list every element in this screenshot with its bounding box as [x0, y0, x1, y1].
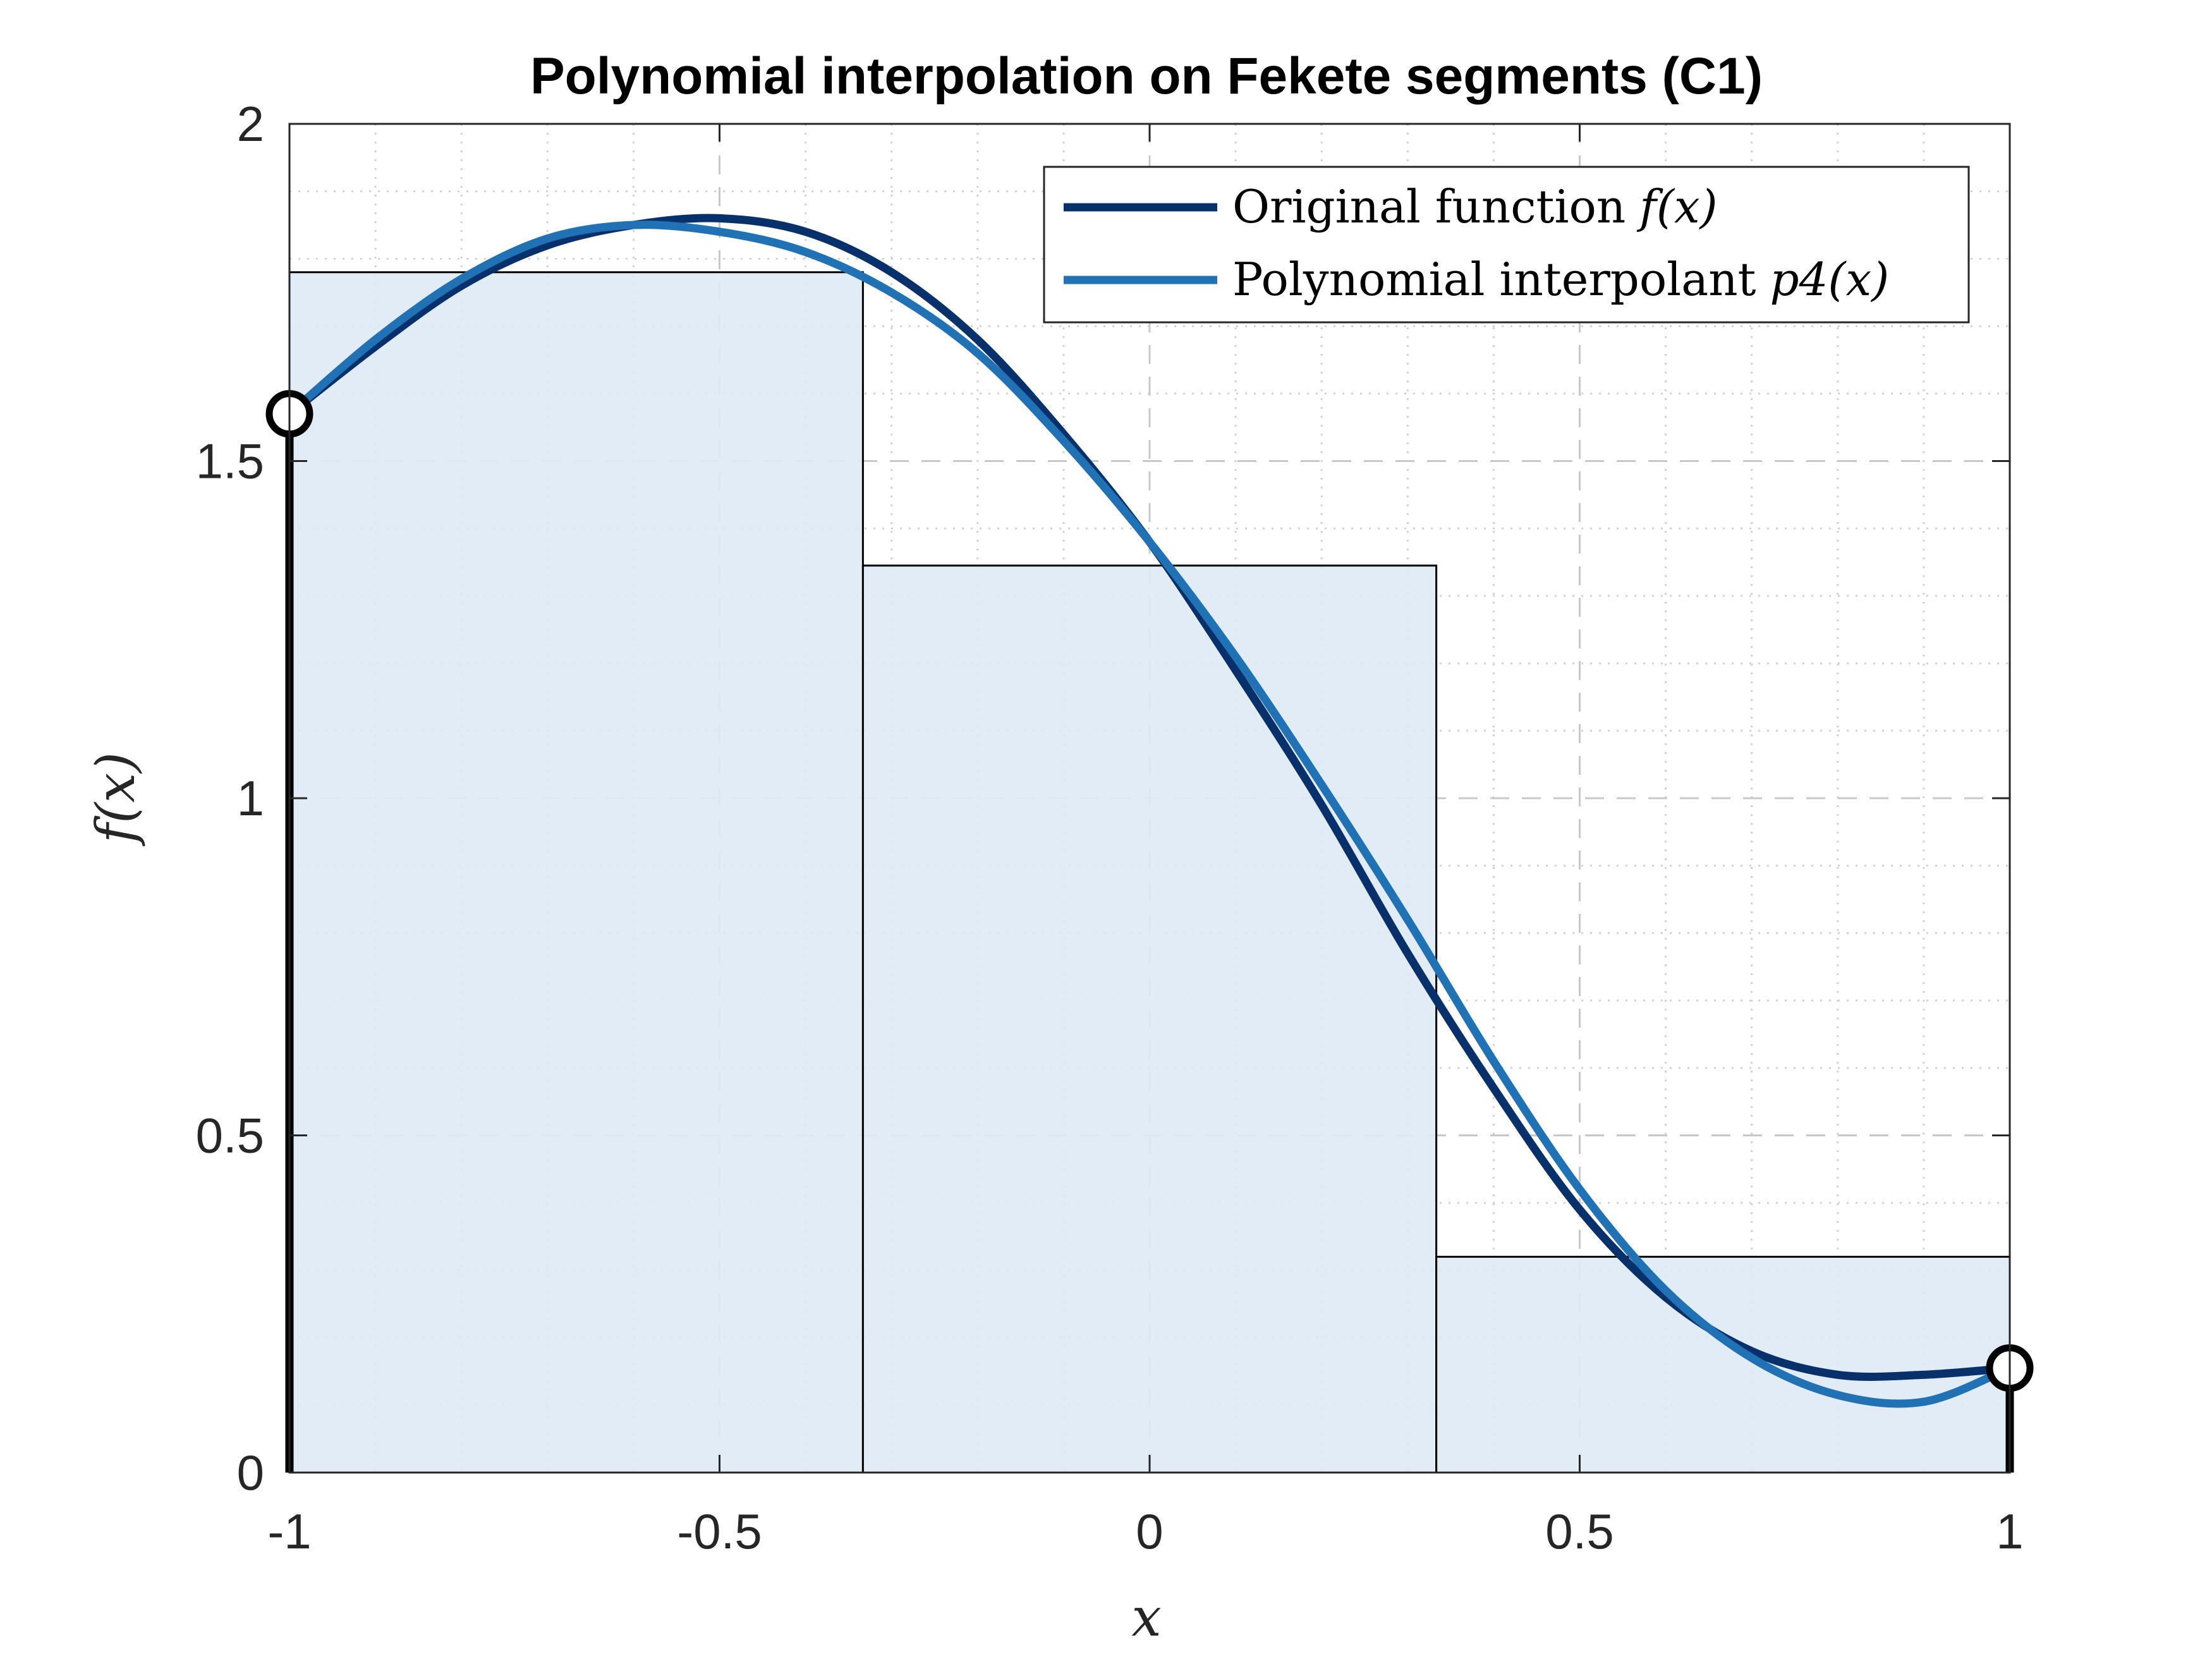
y-tick-label: 0: [237, 1445, 264, 1500]
y-axis-label: f(x): [85, 752, 147, 847]
y-tick-label: 0.5: [196, 1108, 264, 1164]
curves: [285, 214, 2014, 1408]
x-axis-label: x: [1131, 1586, 1161, 1648]
legend-box: [1043, 166, 1970, 324]
y-axis-tick-labels: 0 0.5 1 1.5 2: [196, 96, 264, 1500]
y-tick-label: 2: [237, 96, 264, 152]
legend-label-interpolant-math: p4(x): [1770, 253, 1890, 306]
legend-label-interpolant-text: Polynomial interpolant: [1232, 253, 1756, 306]
segment-bar-2: [861, 564, 1438, 1474]
legend-label-original-math: f(x): [1636, 180, 1717, 233]
x-axis-tick-labels: -1 -0.5 0 0.5 1: [267, 1504, 2023, 1559]
y-tick-label: 1.5: [196, 434, 264, 489]
legend-label-interpolant: Polynomial interpolant p4(x): [1232, 253, 1889, 306]
x-tick-label: 0: [1136, 1504, 1163, 1559]
x-tick-label: -0.5: [677, 1504, 762, 1559]
axis-ticks: [288, 123, 2011, 1474]
interpolant-line: [285, 221, 2014, 1408]
segment-bar-3: [1435, 1256, 2011, 1474]
legend: Original function f(x) Polynomial interpo…: [1043, 166, 1970, 324]
x-tick-label: 0.5: [1545, 1504, 1613, 1559]
chart-title: Polynomial interpolation on Fekete segme…: [530, 47, 1763, 105]
segment-bar-1: [288, 271, 864, 1474]
segment-bars: [288, 271, 2011, 1474]
legend-label-original-text: Original function: [1232, 180, 1626, 233]
legend-label-original: Original function f(x): [1232, 180, 1718, 233]
x-tick-label: -1: [267, 1504, 311, 1559]
x-tick-label: 1: [1996, 1504, 2023, 1559]
y-tick-label: 1: [237, 770, 264, 826]
